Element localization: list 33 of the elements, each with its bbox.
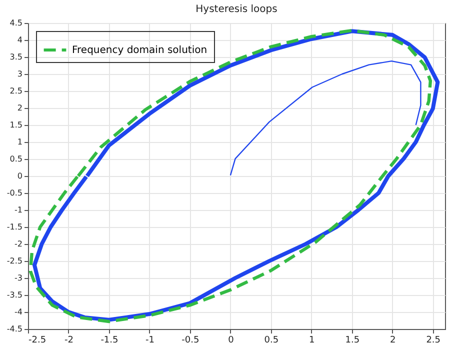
y-tick-label: -3.5 bbox=[6, 290, 22, 300]
x-tick-label: 0 bbox=[228, 336, 234, 346]
x-tick-label: -2.5 bbox=[28, 336, 46, 346]
x-tick-label: 0.5 bbox=[264, 336, 279, 346]
x-tick-label: 1.5 bbox=[345, 336, 360, 346]
y-tick-label: -1.5 bbox=[6, 222, 22, 232]
y-tick-label: 2 bbox=[17, 104, 22, 112]
y-tick-label: -3 bbox=[14, 274, 22, 282]
y-tick-label: 0.5 bbox=[10, 154, 22, 164]
chart-title: Hysteresis loops bbox=[196, 4, 278, 15]
y-tick-label: 0 bbox=[17, 172, 22, 180]
y-tick-label: 4 bbox=[17, 36, 22, 44]
y-tick-label: -4.5 bbox=[6, 324, 22, 334]
y-tick-label: 3.5 bbox=[10, 52, 22, 62]
y-tick-label: -0.5 bbox=[6, 188, 22, 198]
y-tick-label: 1 bbox=[17, 138, 22, 146]
y-tick-label: 1.5 bbox=[10, 120, 22, 130]
y-tick-label: 3 bbox=[17, 70, 22, 78]
y-tick-label: -1 bbox=[14, 206, 22, 214]
y-tick-label: -2 bbox=[14, 240, 22, 248]
x-tick-label: 2.5 bbox=[426, 336, 441, 346]
x-tick-label: -0.5 bbox=[182, 336, 200, 346]
y-tick-label: 2.5 bbox=[10, 86, 22, 96]
line-series bbox=[230, 60, 422, 176]
x-tick-label: -2 bbox=[64, 336, 74, 346]
y-tick-label: -2.5 bbox=[6, 256, 22, 266]
x-tick-label: 2 bbox=[390, 336, 396, 346]
x-tick-label: 1 bbox=[309, 336, 315, 346]
x-tick-label: -1.5 bbox=[100, 336, 118, 346]
legend-label: Frequency domain solution bbox=[72, 45, 208, 56]
x-tick-label: -1 bbox=[145, 336, 154, 346]
y-tick-label: -4 bbox=[14, 308, 22, 316]
y-tick-label: 4.5 bbox=[10, 18, 22, 28]
